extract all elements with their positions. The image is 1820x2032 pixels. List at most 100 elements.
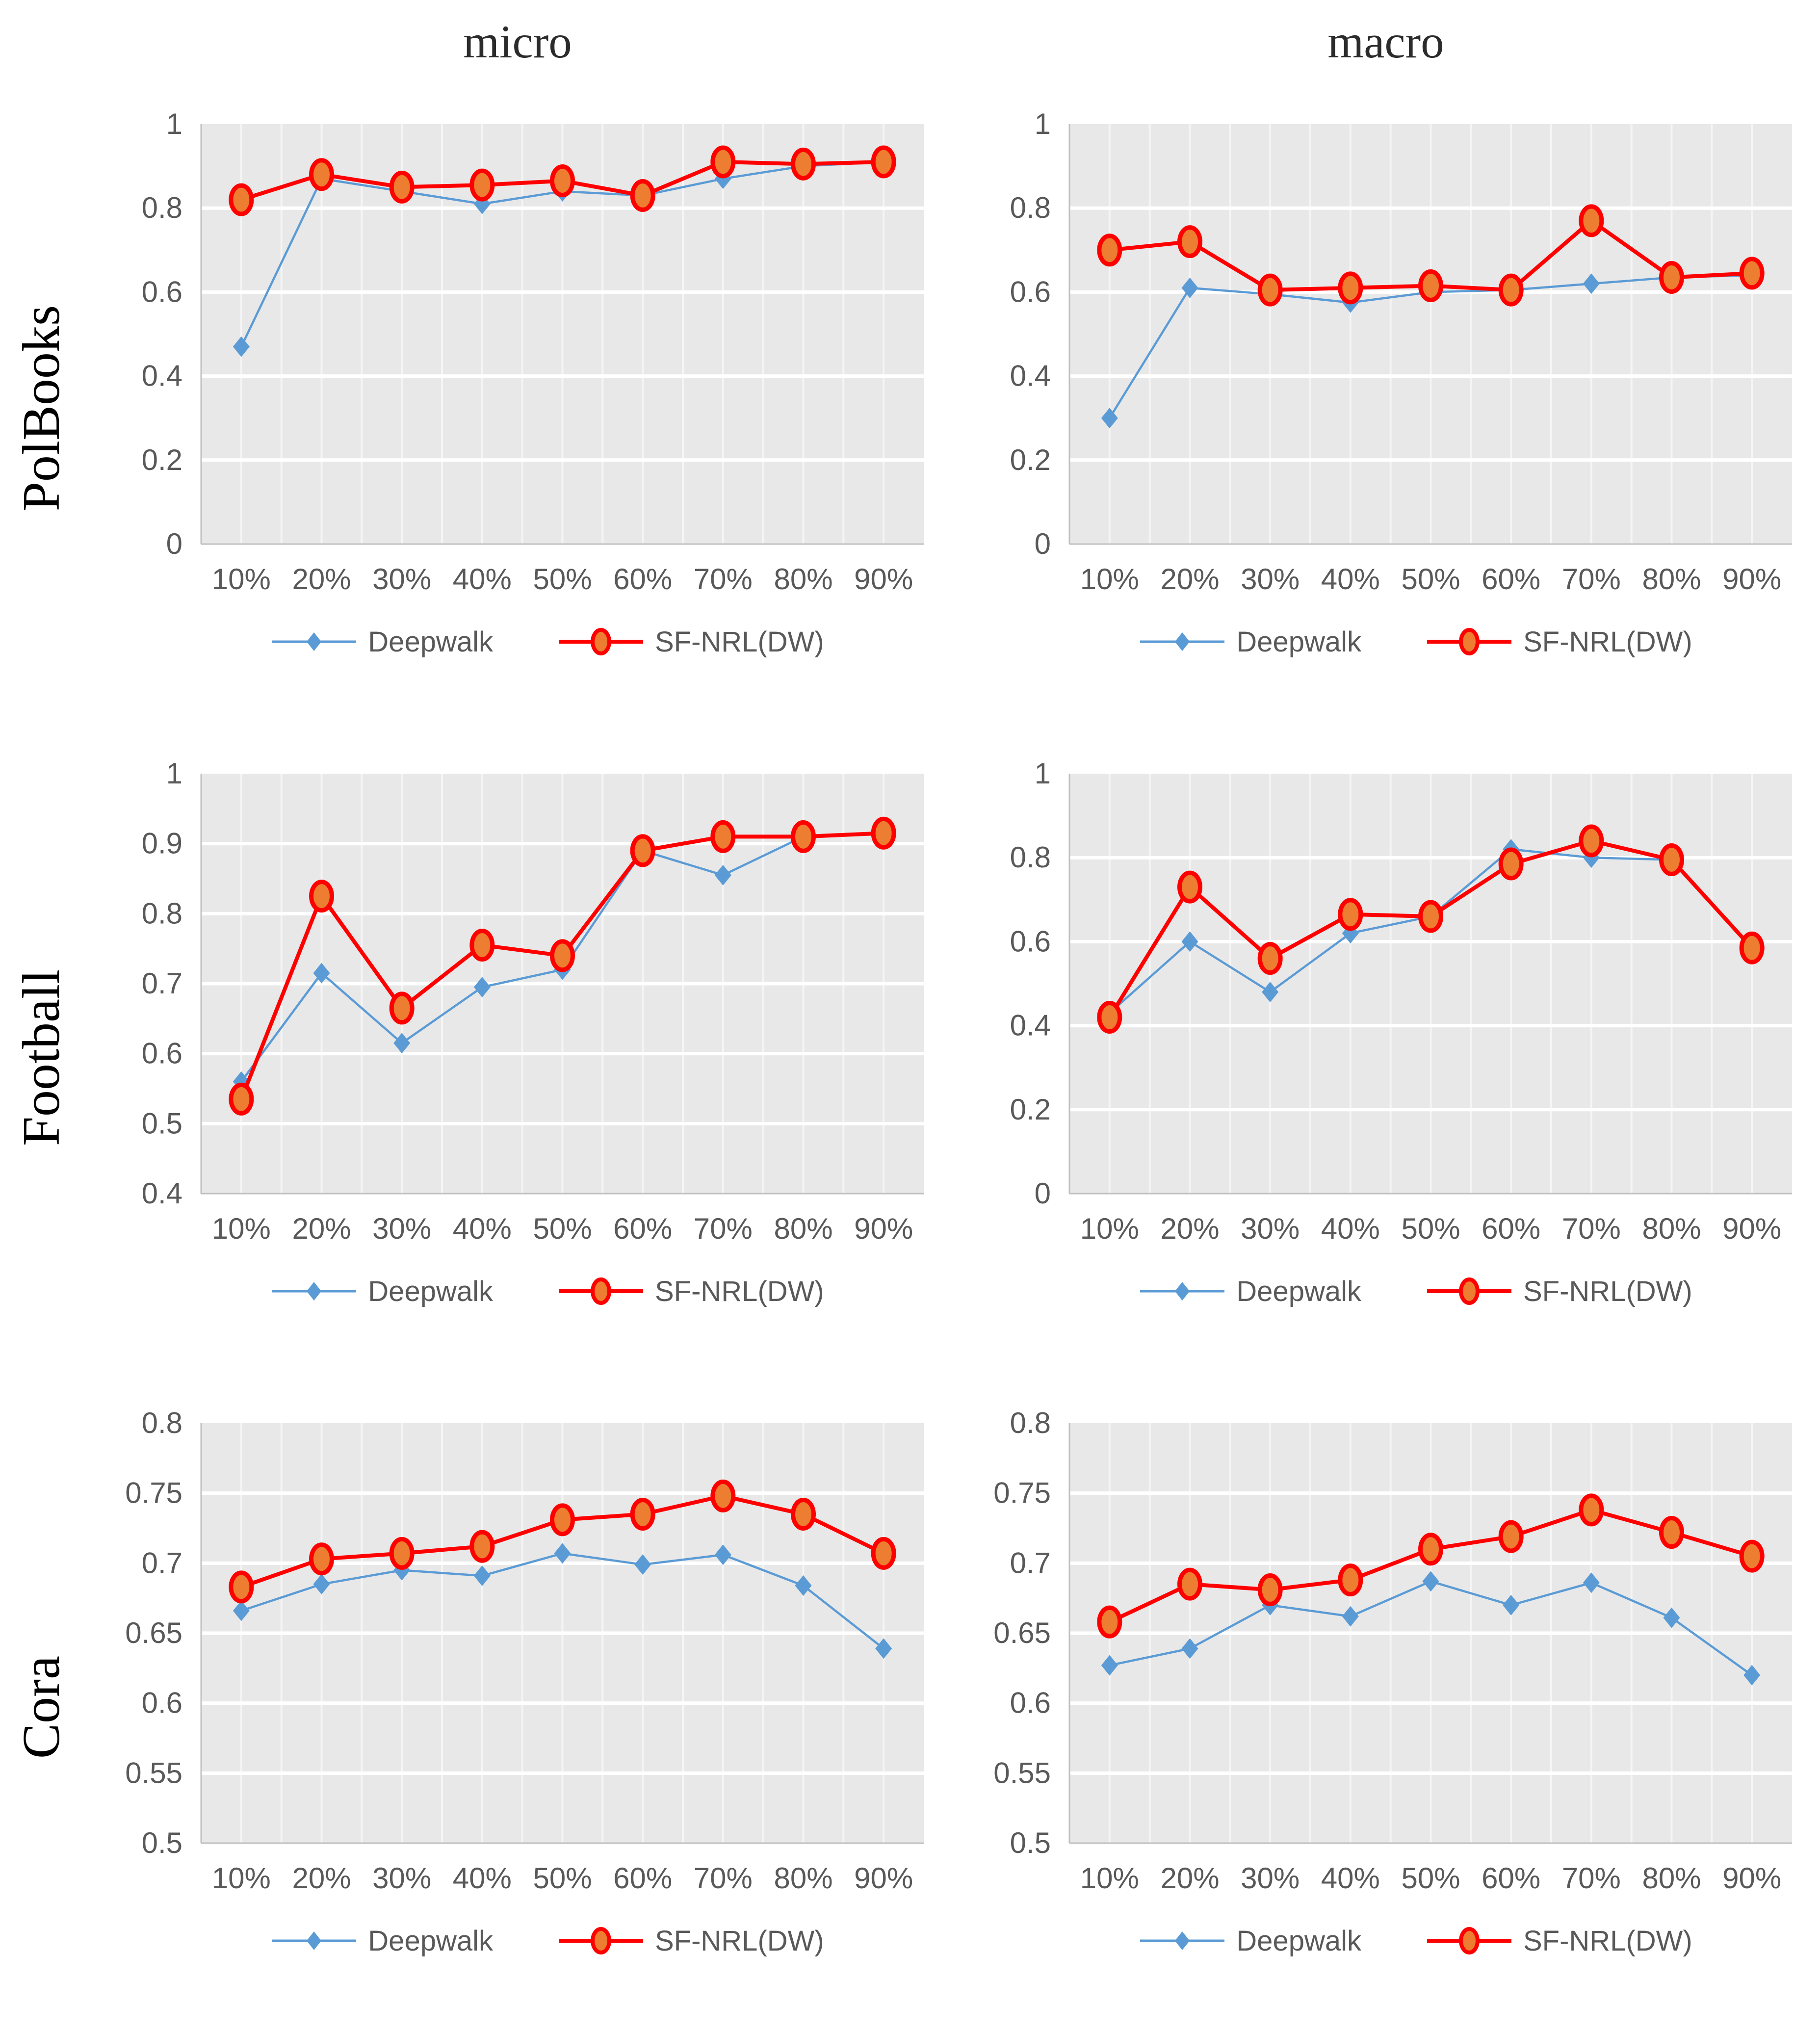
sfnrl-circle-marker-icon (558, 1927, 643, 1954)
svg-text:90%: 90% (1722, 1212, 1781, 1245)
svg-text:20%: 20% (292, 1862, 351, 1895)
chart-football-micro: 1 0.9 0.8 0.7 0.6 0.5 0.4 10% 20% 30% 40% 50% 60% 70%… (142, 760, 924, 1245)
svg-text:50%: 50% (1401, 1862, 1460, 1895)
legend-football-macro: Deepwalk SF-NRL(DW) (1052, 1274, 1778, 1308)
chart-cell-cora-macro: 0.8 0.75 0.7 0.65 0.6 0.55 0.5 10% 20% 30% 40% 50% 6… (952, 1382, 1820, 2032)
svg-text:0.6: 0.6 (142, 1037, 182, 1070)
svg-text:10%: 10% (1080, 1212, 1139, 1245)
svg-text:20%: 20% (292, 563, 351, 596)
svg-text:30%: 30% (372, 563, 431, 596)
chart-cell-football-micro: 1 0.9 0.8 0.7 0.6 0.5 0.4 10% 20% 30% 40% 50% 60% 70%… (83, 733, 952, 1382)
sfnrl-circle-marker-icon (1427, 1927, 1511, 1954)
svg-text:40%: 40% (1321, 1212, 1380, 1245)
svg-text:0.5: 0.5 (142, 1107, 182, 1140)
svg-text:0.65: 0.65 (993, 1616, 1051, 1649)
svg-text:0.6: 0.6 (142, 1687, 182, 1719)
svg-text:20%: 20% (1160, 1862, 1219, 1895)
svg-text:10%: 10% (212, 1212, 271, 1245)
svg-text:50%: 50% (533, 1212, 592, 1245)
legend-label-deepwalk: Deepwalk (368, 1925, 493, 1957)
deepwalk-diamond-marker-icon (1140, 1282, 1225, 1301)
legend-cora-micro: Deepwalk SF-NRL(DW) (184, 1924, 910, 1958)
svg-text:60%: 60% (1482, 1212, 1540, 1245)
svg-text:70%: 70% (1562, 1862, 1621, 1895)
svg-text:10%: 10% (1080, 563, 1139, 596)
legend-label-sfnrl: SF-NRL(DW) (1523, 1275, 1692, 1307)
svg-text:0.7: 0.7 (1010, 1546, 1051, 1579)
svg-text:90%: 90% (854, 1212, 913, 1245)
legend-cora-macro: Deepwalk SF-NRL(DW) (1052, 1924, 1778, 1958)
legend-item-deepwalk: Deepwalk (270, 1924, 493, 1958)
svg-text:70%: 70% (694, 1862, 753, 1895)
legend-item-sfnrl: SF-NRL(DW) (1425, 625, 1692, 659)
svg-text:0.5: 0.5 (1010, 1826, 1051, 1859)
svg-text:70%: 70% (1562, 563, 1621, 596)
svg-text:40%: 40% (453, 1212, 512, 1245)
sfnrl-circle-marker-icon (558, 1277, 643, 1305)
deepwalk-diamond-marker-icon (1140, 1931, 1225, 1950)
legend-label-deepwalk: Deepwalk (1236, 625, 1361, 658)
chart-polbooks-macro: 1 0.8 0.6 0.4 0.2 0 10% 20% 30% 40% 50% 60% 70% 80% 90… (1010, 110, 1792, 596)
svg-text:20%: 20% (1160, 563, 1219, 596)
svg-text:1: 1 (1035, 110, 1051, 140)
svg-text:70%: 70% (694, 1212, 753, 1245)
legend-item-deepwalk: Deepwalk (270, 625, 493, 659)
svg-text:30%: 30% (1241, 563, 1300, 596)
deepwalk-diamond-marker-icon (272, 1931, 357, 1950)
svg-text:0.9: 0.9 (142, 827, 182, 860)
svg-text:0.4: 0.4 (142, 1177, 182, 1210)
column-title-macro: macro (952, 0, 1820, 83)
svg-text:60%: 60% (613, 1862, 672, 1895)
svg-text:40%: 40% (1321, 563, 1380, 596)
svg-text:90%: 90% (1722, 563, 1781, 596)
svg-text:50%: 50% (533, 563, 592, 596)
legend-label-sfnrl: SF-NRL(DW) (1523, 1925, 1692, 1957)
svg-text:0.4: 0.4 (142, 360, 182, 392)
column-title-micro: micro (83, 0, 952, 83)
svg-text:0: 0 (1035, 1177, 1051, 1210)
svg-text:0.5: 0.5 (142, 1826, 182, 1859)
chart-cell-polbooks-macro: 1 0.8 0.6 0.4 0.2 0 10% 20% 30% 40% 50% 60% 70% 80% 90… (952, 83, 1820, 733)
svg-text:40%: 40% (453, 563, 512, 596)
svg-text:60%: 60% (613, 1212, 672, 1245)
svg-text:40%: 40% (1321, 1862, 1380, 1895)
legend-label-sfnrl: SF-NRL(DW) (1523, 625, 1692, 658)
legend-label-deepwalk: Deepwalk (368, 1275, 493, 1307)
svg-text:0.6: 0.6 (1010, 275, 1051, 308)
svg-text:30%: 30% (1241, 1212, 1300, 1245)
legend-label-sfnrl: SF-NRL(DW) (654, 1275, 824, 1307)
legend-item-sfnrl: SF-NRL(DW) (557, 625, 824, 659)
sfnrl-circle-marker-icon (1427, 1277, 1511, 1305)
sfnrl-circle-marker-icon (558, 628, 643, 655)
svg-text:0.8: 0.8 (1010, 191, 1051, 224)
legend-polbooks-macro: Deepwalk SF-NRL(DW) (1052, 625, 1778, 659)
deepwalk-diamond-marker-icon (272, 1282, 357, 1301)
legend-item-deepwalk: Deepwalk (270, 1274, 493, 1308)
svg-text:0.55: 0.55 (125, 1756, 182, 1789)
row-label-football: Football (12, 969, 71, 1146)
svg-text:0.65: 0.65 (125, 1616, 182, 1649)
svg-text:90%: 90% (854, 1862, 913, 1895)
legend-label-sfnrl: SF-NRL(DW) (654, 1925, 824, 1957)
svg-text:30%: 30% (1241, 1862, 1300, 1895)
svg-text:60%: 60% (1482, 1862, 1540, 1895)
svg-text:0: 0 (1035, 527, 1051, 560)
svg-text:0.7: 0.7 (142, 1546, 182, 1579)
svg-text:10%: 10% (212, 563, 271, 596)
legend-item-deepwalk: Deepwalk (1138, 1924, 1361, 1958)
legend-label-deepwalk: Deepwalk (1236, 1925, 1361, 1957)
svg-text:80%: 80% (774, 1862, 832, 1895)
row-label-cora: Cora (12, 1656, 71, 1759)
legend-item-deepwalk: Deepwalk (1138, 1274, 1361, 1308)
svg-text:90%: 90% (854, 563, 913, 596)
chart-cell-football-macro: 1 0.8 0.6 0.4 0.2 0 10% 20% 30% 40% 50% 60% 70% 80% 90… (952, 733, 1820, 1382)
legend-item-sfnrl: SF-NRL(DW) (1425, 1924, 1692, 1958)
svg-text:90%: 90% (1722, 1862, 1781, 1895)
svg-text:80%: 80% (774, 563, 832, 596)
chart-cell-polbooks-micro: 1 0.8 0.6 0.4 0.2 0 10% 20% 30% 40% 50% 60% 70% 80% 90… (83, 83, 952, 733)
svg-text:0.2: 0.2 (1010, 1093, 1051, 1126)
svg-text:60%: 60% (613, 563, 672, 596)
chart-cora-micro: 0.8 0.75 0.7 0.65 0.6 0.55 0.5 10% 20% 30% 40% 50% 6… (125, 1409, 924, 1895)
svg-text:0.8: 0.8 (142, 897, 182, 930)
